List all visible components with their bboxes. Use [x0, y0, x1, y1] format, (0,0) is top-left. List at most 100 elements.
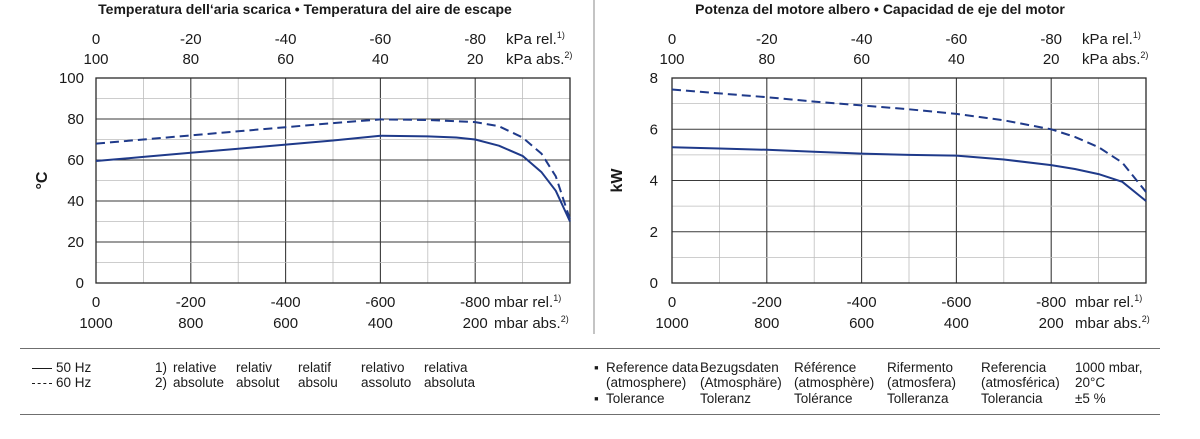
- footnote-2-it: assoluto: [361, 375, 412, 390]
- temp-top-tick-abs: 60: [277, 51, 294, 68]
- temp-ytick-label: 0: [76, 275, 84, 292]
- reference-value-temperature: 20°C: [1075, 375, 1106, 390]
- reference-de-l3: Toleranz: [700, 391, 752, 406]
- temp-top-unit-abs-sup: 2): [564, 50, 572, 60]
- temp-bottom-tick-abs: 800: [178, 315, 203, 332]
- temp-top-tick-rel: -60: [370, 31, 392, 48]
- temp-top-unit-abs: kPa abs.2): [506, 50, 572, 68]
- power-top-tick-rel: -80: [1040, 31, 1062, 48]
- power-bottom-unit-rel-sup: 1): [1134, 293, 1142, 303]
- power-bottom-tick-rel: -400: [847, 294, 877, 311]
- reference-de-l2: (Atmosphäre): [700, 375, 782, 390]
- power-ytick-label: 2: [650, 224, 658, 241]
- reference-fr-l1: Référence: [794, 360, 857, 375]
- footnote-1-de: relativ: [236, 360, 273, 375]
- temp-bottom-unit-rel: mbar rel.1): [494, 293, 561, 311]
- reference-de-l1: Bezugsdaten: [700, 360, 779, 375]
- power-top-tick-abs: 40: [948, 51, 965, 68]
- power-bottom-tick-rel: -200: [752, 294, 782, 311]
- temp-bottom-tick-abs: 400: [368, 315, 393, 332]
- temp-top-tick-abs: 20: [467, 51, 484, 68]
- charts-canvas: Temperatura dell‘aria scarica • Temperat…: [34, 0, 1150, 334]
- footnote-2-de: absolut: [236, 375, 280, 390]
- reference-es-l1: Referencia: [981, 360, 1047, 375]
- power-bottom-tick-abs: 600: [849, 315, 874, 332]
- power-top-tick-abs: 80: [758, 51, 775, 68]
- power-bottom-unit-abs-sup: 2): [1142, 314, 1150, 324]
- temp-bottom-unit-rel-sup: 1): [553, 293, 561, 303]
- reference-value-tolerance: ±5 %: [1075, 391, 1106, 406]
- power-top-unit-abs-sup: 2): [1140, 50, 1148, 60]
- temp-bottom-tick-rel: -800: [460, 294, 490, 311]
- temp-top-tick-abs: 40: [372, 51, 389, 68]
- reference-it-l2: (atmosfera): [887, 375, 957, 390]
- power-bottom-tick-abs: 800: [754, 315, 779, 332]
- reference-it-l3: Tolleranza: [887, 391, 949, 406]
- footnote-1-fr: relatif: [298, 360, 332, 375]
- reference-en-l1: Reference data: [606, 360, 699, 375]
- temp-top-tick-rel: -40: [275, 31, 297, 48]
- temp-top-tick-abs: 80: [182, 51, 199, 68]
- power-y-axis-label: kW: [609, 168, 626, 193]
- power-top-tick-abs: 20: [1043, 51, 1060, 68]
- temp-y-axis-label: °C: [34, 171, 51, 189]
- power-ytick-label: 6: [650, 121, 658, 138]
- temp-bottom-tick-rel: -200: [176, 294, 206, 311]
- temp-top-tick-rel: 0: [92, 31, 100, 48]
- power-bottom-tick-abs: 200: [1039, 315, 1064, 332]
- temp-ytick-label: 60: [67, 152, 84, 169]
- temp-top-tick-rel: -20: [180, 31, 202, 48]
- reference-es-l3: Tolerancia: [981, 391, 1043, 406]
- power-ytick-label: 0: [650, 275, 658, 292]
- temp-ytick-label: 100: [59, 70, 84, 87]
- footnote-2-en: absolute: [173, 375, 225, 390]
- footnote-2-es: absoluta: [424, 375, 476, 390]
- legend-top-rule: [20, 348, 1160, 349]
- temp-bottom-tick-abs: 600: [273, 315, 298, 332]
- tolerance-bullet: ▪: [594, 391, 599, 406]
- temp-chart-title: Temperatura dell‘aria scarica • Temperat…: [98, 1, 512, 17]
- power-series-50hz-line: [671, 146, 1147, 202]
- legend-line-solid: [32, 368, 52, 369]
- power-top-tick-abs: 60: [853, 51, 870, 68]
- temp-top-tick-rel: -80: [464, 31, 486, 48]
- motor-shaft-power-chart: Potenza del motore albero • Capacidad de…: [609, 1, 1150, 332]
- footnote-1-en: relative: [173, 360, 217, 375]
- footnote-key-1: 1): [155, 360, 168, 375]
- temp-bottom-tick-rel: 0: [92, 294, 100, 311]
- reference-bullet: ▪: [594, 360, 599, 375]
- reference-es-l2: (atmosférica): [981, 375, 1060, 390]
- power-bottom-tick-abs: 400: [944, 315, 969, 332]
- temp-ytick-label: 40: [67, 193, 84, 210]
- power-series-60hz-line: [671, 88, 1147, 193]
- legend-bottom-rule: [20, 414, 1160, 415]
- temp-series-60hz-line: [95, 118, 571, 220]
- power-top-unit-abs: kPa abs.2): [1082, 50, 1148, 68]
- reference-en-l3: Tolerance: [606, 391, 665, 406]
- power-bottom-tick-rel: -600: [941, 294, 971, 311]
- power-top-tick-rel: -60: [946, 31, 968, 48]
- temp-bottom-unit-abs: mbar abs.2): [494, 314, 569, 332]
- power-bottom-tick-rel: -800: [1036, 294, 1066, 311]
- exhaust-temperature-chart: Temperatura dell‘aria scarica • Temperat…: [34, 1, 572, 332]
- reference-it-l1: Rifermento: [887, 360, 954, 375]
- legend-50hz-label: 50 Hz: [56, 360, 92, 375]
- power-top-tick-rel: 0: [668, 31, 676, 48]
- power-top-unit-rel: kPa rel.1): [1082, 30, 1141, 48]
- temp-bottom-tick-rel: -400: [271, 294, 301, 311]
- power-bottom-tick-rel: 0: [668, 294, 676, 311]
- power-top-unit-rel-sup: 1): [1133, 30, 1141, 40]
- legend-area: 50 Hz 60 Hz 1) relative relativ relatif …: [0, 348, 1200, 439]
- power-bottom-unit-abs: mbar abs.2): [1075, 314, 1150, 332]
- temp-bottom-tick-abs: 200: [463, 315, 488, 332]
- power-top-tick-rel: -40: [851, 31, 873, 48]
- reference-fr-l2: (atmosphère): [794, 375, 875, 390]
- temp-top-unit-rel: kPa rel.1): [506, 30, 565, 48]
- footnote-1-es: relativa: [424, 360, 468, 375]
- temp-plot-frame: [95, 77, 571, 284]
- temp-bottom-tick-rel: -600: [365, 294, 395, 311]
- temp-ytick-label: 80: [67, 111, 84, 128]
- power-bottom-tick-abs: 1000: [655, 315, 688, 332]
- temp-bottom-tick-abs: 1000: [79, 315, 112, 332]
- reference-fr-l3: Tolérance: [794, 391, 853, 406]
